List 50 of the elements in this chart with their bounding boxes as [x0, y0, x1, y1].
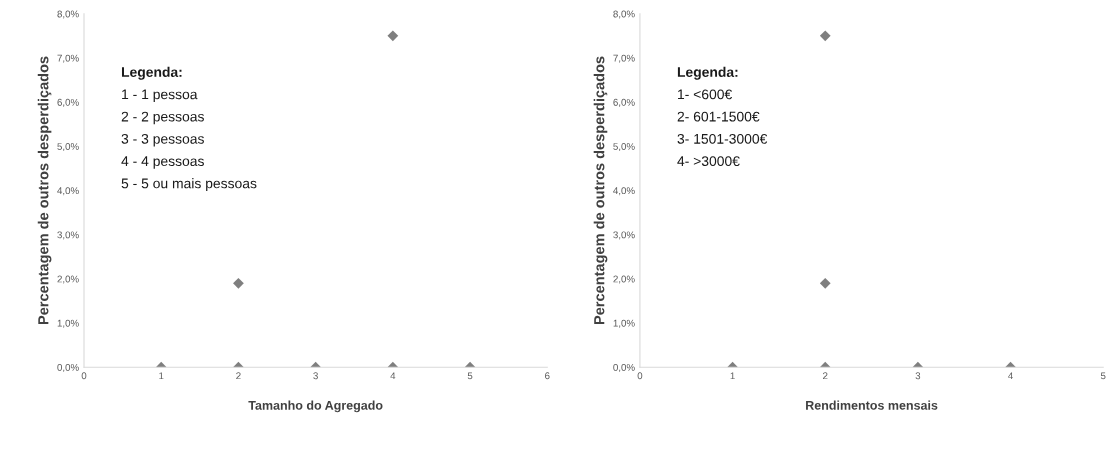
x-axis-title: Rendimentos mensais [806, 400, 938, 410]
y-tick-label: 5,0% [57, 143, 79, 152]
y-tick-label: 5,0% [613, 143, 635, 152]
y-tick-label: 7,0% [613, 54, 635, 63]
x-tick-label: 0 [637, 372, 643, 380]
annotation: Legenda: [121, 66, 182, 80]
y-tick-label: 8,0% [57, 10, 79, 19]
y-tick-label: 2,0% [57, 275, 79, 284]
x-tick-label: 5 [1100, 372, 1106, 380]
point [819, 30, 831, 42]
annotation: 3- 1501-3000€ [677, 133, 768, 144]
annotation: 3 - 3 pessoas [121, 133, 204, 147]
x-axis-title: Tamanho do Agregado [248, 400, 383, 413]
y-axis-title: Percentagem de outros desperdiçados [37, 56, 52, 325]
y-tick-label: 3,0% [57, 231, 79, 240]
y-tick-label: 2,0% [613, 275, 635, 284]
annotation: 4 - 4 pessoas [121, 156, 204, 169]
annotation: 1 - 1 pessoa [122, 89, 198, 102]
x-tick-label: 4 [390, 372, 396, 380]
y-tick-label: 4,0% [57, 187, 79, 196]
annotation: 1- <600€ [678, 89, 733, 100]
x-tick-label: 2 [236, 372, 241, 380]
y-tick-label: 1,0% [613, 319, 635, 328]
y-tick-label: 7,0% [57, 54, 79, 63]
y-tick-label: 6,0% [613, 98, 635, 107]
annotation: 2- 601-1500€ [677, 111, 760, 122]
y-tick-label: 0,0% [613, 363, 635, 372]
x-tick-label: 1 [159, 372, 164, 380]
x-tick-label: 0 [81, 372, 87, 380]
point [387, 30, 399, 42]
annotation: 5 - 5 ou mais pessoas [121, 178, 257, 192]
x-tick-label: 2 [823, 372, 828, 380]
annotation: 4- >3000€ [677, 156, 740, 167]
annotation: Legenda: [677, 66, 738, 80]
x-tick-label: 5 [467, 372, 473, 380]
x-tick-label: 4 [1008, 372, 1013, 380]
y-tick-label: 3,0% [613, 231, 635, 240]
y-tick-label: 1,0% [57, 319, 79, 328]
annotation: 2 - 2 pessoas [121, 111, 204, 125]
x-tick-label: 3 [915, 372, 921, 380]
point [233, 277, 244, 289]
x-tick-label: 1 [730, 372, 735, 380]
y-tick-label: 6,0% [57, 98, 79, 107]
y-tick-label: 0,0% [57, 363, 79, 372]
y-tick-label: 4,0% [613, 187, 635, 196]
y-axis-title: Percentagem de outros desperdiçados [593, 56, 608, 325]
y-tick-label: 8,0% [613, 10, 635, 19]
x-tick-label: 3 [313, 372, 318, 380]
x-tick-label: 6 [545, 372, 550, 380]
point [819, 277, 831, 289]
